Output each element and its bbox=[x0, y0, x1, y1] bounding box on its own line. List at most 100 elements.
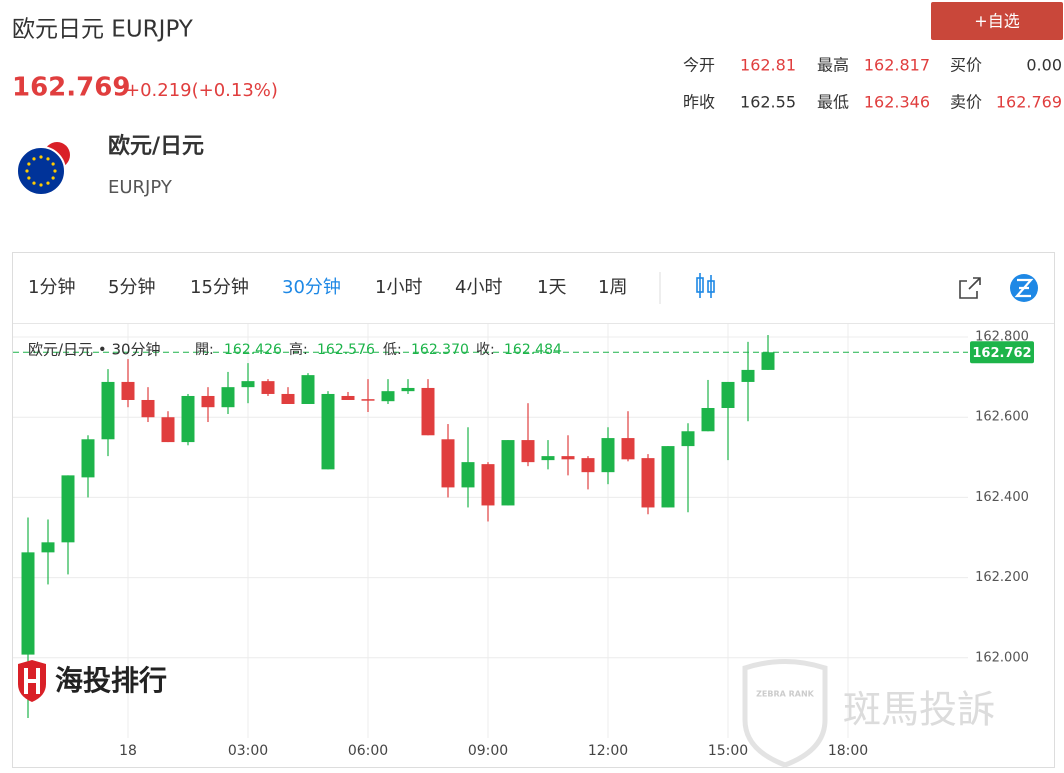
ohlc-label: 低: bbox=[383, 342, 402, 358]
candle-body bbox=[281, 393, 295, 404]
timeframe-tab[interactable]: 1周 bbox=[598, 277, 627, 298]
candle-body bbox=[601, 438, 615, 473]
ohlc-value: 162.484 bbox=[504, 342, 562, 358]
ohlc-value: 162.426 bbox=[224, 342, 282, 358]
timeframe-tab[interactable]: 15分钟 bbox=[190, 277, 249, 298]
candle-body bbox=[721, 381, 735, 409]
x-tick-label: 18 bbox=[119, 743, 137, 759]
y-tick-label: 162.600 bbox=[975, 410, 1029, 425]
ohlc-label: 開: bbox=[195, 342, 214, 358]
timeframe-tabs: 1分钟 5分钟 15分钟 30分钟 1小时 4小时 1天 1周 bbox=[28, 277, 627, 298]
candle-body bbox=[141, 399, 155, 418]
candle-body bbox=[741, 369, 755, 382]
candles bbox=[21, 335, 775, 718]
x-tick-label: 09:00 bbox=[468, 743, 508, 759]
candle-body bbox=[681, 431, 695, 447]
timeframe-tab[interactable]: 1小时 bbox=[375, 277, 422, 298]
stat-label: 最低 bbox=[817, 93, 849, 112]
star bbox=[32, 181, 36, 185]
candle-body bbox=[481, 464, 495, 506]
stat-value: 162.769 bbox=[996, 93, 1062, 112]
star bbox=[25, 169, 29, 173]
candle-body bbox=[761, 352, 775, 370]
watermark-icon-mark bbox=[24, 668, 40, 694]
y-tick-label: 162.400 bbox=[975, 490, 1029, 505]
chart-type-button[interactable] bbox=[696, 273, 715, 298]
star bbox=[51, 176, 55, 180]
ohlc-label: 高: bbox=[289, 341, 308, 358]
watermark-shield bbox=[742, 659, 828, 768]
stat-label: 今开 bbox=[683, 56, 715, 75]
star bbox=[32, 157, 36, 161]
candle-body bbox=[121, 381, 135, 400]
candle-body bbox=[401, 387, 415, 392]
candle-body bbox=[421, 387, 435, 436]
watchlist-button-label[interactable]: +自选 bbox=[974, 12, 1019, 31]
price: 162.769 bbox=[12, 73, 130, 103]
timeframe-tab[interactable]: 4小时 bbox=[455, 277, 502, 298]
instrument-code: EURJPY bbox=[108, 177, 173, 198]
x-tick-label: 15:00 bbox=[708, 743, 748, 759]
chart: 162.000 162.200 162.400 162.600 162.800 18 03:… bbox=[13, 324, 1034, 759]
candle-body bbox=[41, 542, 55, 553]
candle-body bbox=[621, 438, 635, 460]
candle-body bbox=[181, 395, 195, 443]
x-tick-label: 18:00 bbox=[828, 743, 868, 759]
x-tick-label: 12:00 bbox=[588, 743, 628, 759]
timeframe-tab[interactable]: 30分钟 bbox=[282, 277, 341, 298]
page-title: 欧元日元 EURJPY bbox=[12, 17, 194, 43]
ohlc-value: 162.370 bbox=[411, 342, 469, 358]
x-tick-label: 03:00 bbox=[228, 743, 268, 759]
star bbox=[27, 162, 31, 166]
flag-stars bbox=[25, 155, 57, 187]
candle-body bbox=[201, 395, 215, 408]
stat-value: 0.00 bbox=[1026, 56, 1062, 75]
y-tick-label: 162.000 bbox=[975, 650, 1029, 665]
flag-eu bbox=[16, 146, 66, 196]
star bbox=[46, 157, 50, 161]
last-price-label: 162.762 bbox=[972, 346, 1031, 361]
timeframe-tab[interactable]: 1分钟 bbox=[28, 277, 75, 298]
candle-body bbox=[341, 395, 355, 400]
watermark-small: ZEBRA RANK bbox=[756, 690, 815, 699]
chart-panel bbox=[12, 252, 1055, 768]
candle-body bbox=[541, 456, 555, 461]
timeframe-tab[interactable]: 5分钟 bbox=[108, 277, 155, 298]
candle-body bbox=[361, 399, 375, 401]
star bbox=[51, 162, 55, 166]
watchlist-button[interactable] bbox=[931, 2, 1063, 40]
candle-body bbox=[221, 387, 235, 408]
stat-value: 162.55 bbox=[740, 93, 796, 112]
candle-body bbox=[441, 439, 455, 488]
timeframe-tab[interactable]: 1天 bbox=[537, 277, 566, 298]
price-change: +0.219(+0.13%) bbox=[125, 80, 278, 101]
stat-label: 买价 bbox=[950, 56, 982, 75]
stat-label: 最高 bbox=[817, 56, 849, 75]
stat-label: 昨收 bbox=[683, 93, 715, 112]
x-tick-label: 06:00 bbox=[348, 743, 388, 759]
candle-body bbox=[301, 375, 315, 404]
candle-body bbox=[21, 552, 35, 655]
popout-button[interactable] bbox=[959, 277, 981, 299]
stat-value: 162.346 bbox=[864, 93, 930, 112]
star bbox=[27, 176, 31, 180]
stat-value: 162.81 bbox=[740, 56, 796, 75]
last-price-box bbox=[970, 341, 1034, 364]
candle-body bbox=[261, 381, 275, 394]
y-tick-label: 162.200 bbox=[975, 570, 1029, 585]
candle-body bbox=[521, 440, 535, 463]
chart-legend-title: 欧元/日元 • 30分钟 bbox=[28, 341, 161, 359]
star bbox=[53, 169, 57, 173]
y-tick-label: 162.800 bbox=[975, 330, 1029, 345]
stat-label: 卖价 bbox=[950, 93, 982, 112]
candle-body bbox=[381, 391, 395, 402]
candle-body bbox=[161, 417, 175, 443]
ohlc-value: 162.576 bbox=[317, 342, 375, 358]
star bbox=[39, 183, 43, 187]
candle-body bbox=[561, 456, 575, 460]
candle-body bbox=[641, 458, 655, 508]
candle-body bbox=[101, 381, 115, 440]
